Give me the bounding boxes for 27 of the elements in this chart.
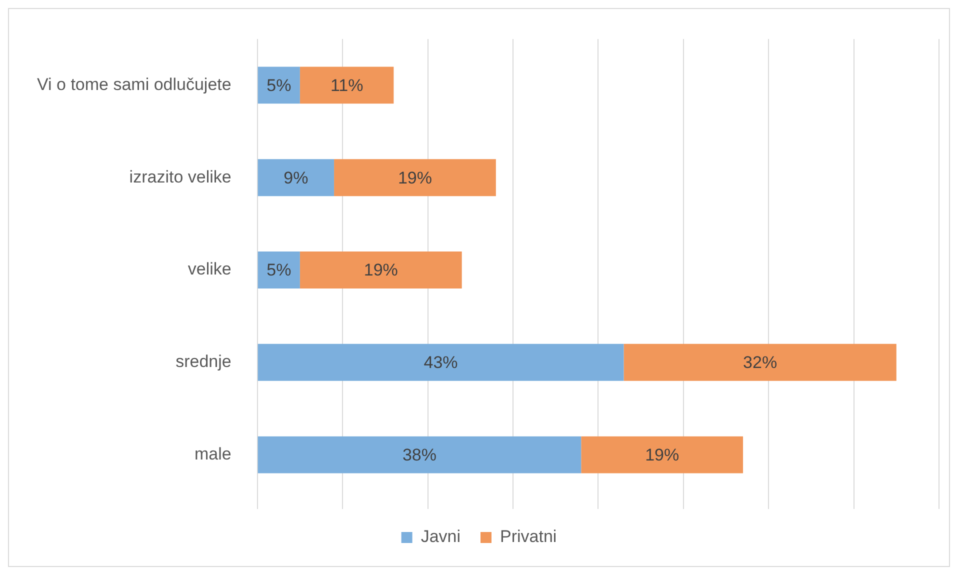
data-label: 11%: [330, 76, 364, 95]
bar: [258, 252, 300, 288]
legend-label: Javni: [420, 527, 460, 546]
y-tick-label: male: [194, 444, 232, 464]
data-label: 38%: [402, 445, 437, 464]
bar: [581, 436, 744, 474]
data-label: 5%: [266, 76, 292, 95]
bar: [300, 252, 462, 288]
data-label: 19%: [645, 445, 680, 464]
data-label: 32%: [743, 353, 778, 372]
legend-label: Privatni: [500, 527, 557, 546]
data-label: 43%: [424, 353, 458, 372]
bar: [300, 66, 394, 104]
y-tick-label: srednje: [176, 352, 232, 372]
y-tick-label: Vi o tome sami odlučujete: [36, 74, 232, 94]
data-label: 9%: [284, 168, 308, 188]
bar: [624, 344, 896, 381]
bar: [334, 159, 496, 196]
bar: [258, 344, 624, 381]
bar: [258, 159, 334, 196]
data-label: 5%: [266, 260, 292, 280]
data-label: 19%: [398, 168, 432, 188]
bar: [258, 66, 300, 104]
y-tick-label: velike: [188, 260, 232, 279]
y-tick-label: izrazito velike: [129, 167, 232, 186]
bar: [258, 436, 582, 474]
data-label: 19%: [364, 260, 398, 280]
